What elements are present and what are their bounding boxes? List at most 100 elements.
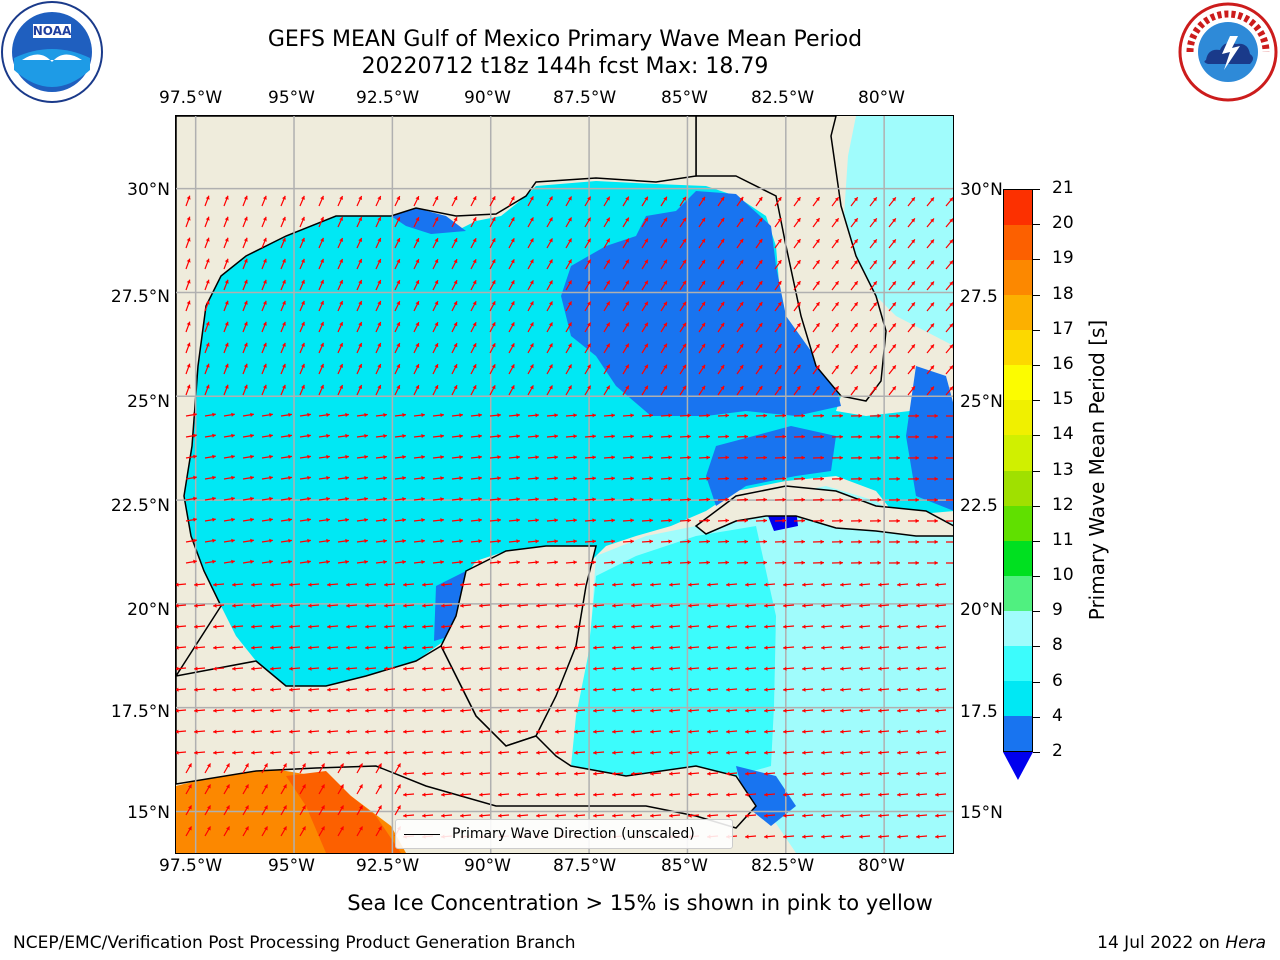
wave-arrow-head [839, 518, 843, 523]
wave-arrow-head [611, 518, 615, 523]
wave-arrow-head [396, 217, 401, 222]
colorbar-tick [1033, 470, 1040, 472]
wave-arrow-head [834, 386, 839, 391]
wave-arrow-head [744, 560, 748, 565]
wave-arrow-head [934, 497, 938, 503]
x-tick-bottom-1: 97.5°W [159, 856, 223, 876]
wave-arrow-head [878, 603, 882, 608]
wave-arrow-head [873, 386, 877, 391]
wave-arrow-head [320, 363, 324, 368]
chart-subtitle: 20220712 t18z 144h fcst Max: 18.79 [361, 54, 769, 79]
wave-arrow-head [358, 196, 363, 200]
wave-arrow-head [251, 729, 255, 734]
wave-arrow-head [194, 645, 198, 650]
colorbar-segment [1004, 190, 1032, 226]
wave-arrow-head [529, 238, 534, 243]
wave-arrow-head [840, 582, 844, 587]
wave-arrow-head [650, 582, 654, 587]
wave-arrow-head [669, 603, 673, 608]
wave-arrow-head [378, 805, 382, 810]
wave-arrow-head [592, 518, 596, 523]
wave-arrow-head [396, 259, 401, 264]
y-tick-left-4: 22.5°N [110, 496, 170, 516]
wave-arrow-head [896, 476, 900, 481]
wave-arrow-head [916, 750, 920, 755]
wave-arrow-head [592, 413, 596, 418]
wave-arrow-head [555, 813, 559, 818]
wave-arrow-head [283, 763, 287, 768]
wave-arrow-head [213, 666, 217, 671]
wave-arrow-head [384, 687, 388, 692]
wave-arrow-head [535, 413, 539, 418]
footer-credit: NCEP/EMC/Verification Post Processing Pr… [13, 933, 576, 953]
wave-arrow-head [364, 412, 368, 418]
wave-arrow-head [548, 238, 553, 243]
wave-arrow-head [327, 750, 331, 755]
wave-arrow-head [472, 280, 477, 285]
wave-arrow-head [479, 645, 483, 650]
wave-arrow-head [264, 805, 268, 810]
wave-arrow-head [193, 559, 197, 564]
blue-patch-keys [906, 366, 953, 511]
wave-arrow-head [479, 687, 483, 692]
wave-arrow-head [554, 476, 558, 481]
wave-arrow-head [631, 624, 635, 629]
wave-arrow-head [763, 413, 767, 418]
wave-arrow-head [650, 666, 654, 671]
wave-arrow-head [479, 792, 483, 797]
wave-arrow-head [935, 624, 939, 629]
wave-direction-arrows [176, 195, 953, 839]
wave-arrow-head [434, 322, 439, 327]
wave-arrow-head [763, 560, 767, 565]
wave-arrow-head [688, 687, 692, 692]
colorbar-label: 13 [1052, 459, 1074, 480]
wave-arrow-head [878, 729, 882, 734]
wave-arrow-head [327, 708, 331, 713]
wave-arrow-head [510, 322, 515, 327]
wave-arrow-head [193, 517, 197, 522]
wave-arrow-head [820, 434, 824, 439]
wave-arrow-head [593, 666, 597, 671]
wave-arrow-head [231, 433, 235, 438]
colorbar-tick [1033, 294, 1040, 296]
wave-arrow-head [669, 792, 673, 797]
wave-arrow-head [301, 237, 305, 242]
wave-arrow-head [205, 321, 210, 326]
wave-arrow-head [270, 708, 274, 713]
colorbar [1003, 189, 1033, 752]
wave-arrow-head [282, 279, 286, 284]
wave-arrow-head [815, 344, 820, 349]
wave-arrow-head [911, 323, 915, 328]
wave-arrow-head [441, 582, 445, 587]
wave-arrow-head [339, 342, 343, 347]
wave-arrow-head [453, 385, 458, 390]
wave-arrow-head [327, 729, 331, 734]
wave-arrow-head [916, 729, 920, 734]
wave-arrow-head [644, 385, 648, 390]
wave-arrow-head [440, 434, 444, 439]
wave-arrow-head [378, 784, 382, 789]
colorbar-tick [1033, 681, 1040, 683]
wave-arrow-head [663, 259, 667, 264]
wave-arrow-head [739, 343, 744, 348]
wave-arrow-head [707, 687, 711, 692]
wave-arrow-head [593, 813, 597, 818]
wave-arrow-head [745, 729, 749, 734]
wave-arrow-head [796, 302, 801, 307]
wave-arrow-head [650, 645, 654, 650]
colorbar-label: 18 [1052, 283, 1074, 304]
wave-arrow-head [568, 217, 572, 222]
wave-arrow-head [207, 826, 211, 831]
wave-arrow-head [739, 301, 744, 306]
wave-arrow-head [701, 259, 706, 264]
wave-arrow-head [706, 476, 710, 481]
wave-arrow-head [554, 560, 558, 565]
wave-arrow-head [568, 301, 572, 306]
wave-arrow-head [593, 792, 597, 797]
wave-arrow-head [574, 750, 578, 755]
wave-arrow-head [949, 386, 953, 391]
wave-arrow-head [555, 771, 559, 776]
wave-arrow-head [611, 413, 615, 418]
wave-arrow-head [668, 476, 672, 481]
wave-arrow-head [612, 792, 616, 797]
